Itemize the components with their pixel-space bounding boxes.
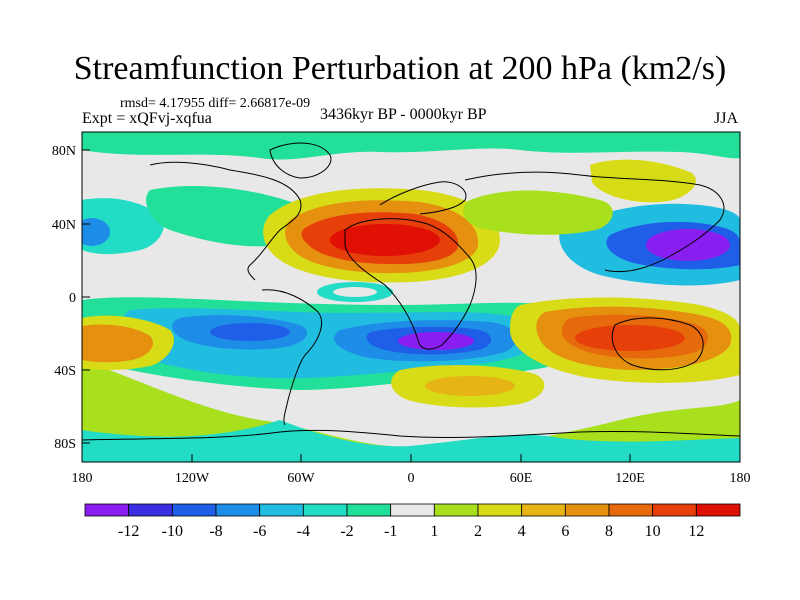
colorbar-label: 4 xyxy=(518,523,526,540)
colorbar-label: -4 xyxy=(297,523,310,540)
lon-label: 120E xyxy=(615,471,645,486)
coast-europe xyxy=(379,181,467,215)
contour-yellow-central-asia xyxy=(463,190,613,235)
contour-neutral-ring-center xyxy=(333,287,377,297)
colorbar-label: 10 xyxy=(645,523,661,540)
lon-label: 180 xyxy=(730,471,751,486)
coast-antarctica xyxy=(82,429,740,441)
lat-label: 80S xyxy=(54,437,76,452)
lat-label: 40N xyxy=(52,218,76,233)
colorbar-label: -12 xyxy=(118,523,139,540)
lon-label: 0 xyxy=(408,471,415,486)
colorbar-swatch xyxy=(608,503,654,517)
coast-south-america xyxy=(261,289,322,426)
contour-low-n-pacific xyxy=(82,218,110,246)
colorbar-label: -8 xyxy=(209,523,222,540)
contour-field xyxy=(82,132,740,462)
colorbar-label: 12 xyxy=(688,523,704,540)
lon-label: 60W xyxy=(287,471,315,486)
colorbar: -12 -10 -8 -6 -4 -2 -1 1 2 4 6 8 10 12 xyxy=(84,503,741,540)
coastlines xyxy=(82,142,740,441)
colorbar-swatch xyxy=(433,503,479,517)
colorbar-swatch xyxy=(128,503,173,517)
latitude-axis: 80N 40N 0 40S 80S xyxy=(52,144,90,452)
colorbar-label: -6 xyxy=(253,523,266,540)
season-label: JJA xyxy=(714,110,739,127)
colorbar-swatch xyxy=(521,503,566,517)
longitude-axis: 180 120W 60W 0 60E 120E 180 xyxy=(72,454,751,486)
lon-label: 180 xyxy=(72,471,93,486)
colorbar-label: -1 xyxy=(384,523,397,540)
rmsd-stats: rmsd= 4.17955 diff= 2.66817e-09 xyxy=(120,96,311,111)
colorbar-swatch xyxy=(302,503,348,517)
contour-yellow-ne-asia xyxy=(590,159,696,203)
map-title: Streamfunction Perturbation at 200 hPa (… xyxy=(73,50,727,87)
colorbar-swatch xyxy=(259,503,304,517)
contour-orange-se-pacific xyxy=(82,324,154,363)
contour-low-south-america xyxy=(210,323,290,341)
coast-africa xyxy=(344,218,477,350)
lon-label: 60E xyxy=(510,471,533,486)
lat-label: 0 xyxy=(69,291,76,306)
lat-label: 80N xyxy=(52,144,76,159)
contour-cyan-south xyxy=(82,420,740,462)
colorbar-swatch xyxy=(477,503,523,517)
colorbar-label: -10 xyxy=(162,523,183,540)
experiment-label: Expt = xQFvj-xqfua xyxy=(82,110,212,127)
colorbar-swatch xyxy=(84,503,130,517)
colorbar-swatch xyxy=(171,503,217,517)
coast-greenland xyxy=(269,142,332,179)
colorbar-swatch xyxy=(390,503,435,517)
colorbar-label: 1 xyxy=(430,523,438,540)
lon-label: 120W xyxy=(175,471,210,486)
colorbar-label: 6 xyxy=(561,523,569,540)
colorbar-label: 8 xyxy=(605,523,613,540)
lat-label: 40S xyxy=(54,364,76,379)
colorbar-swatch xyxy=(564,503,610,517)
colorbar-label: -2 xyxy=(340,523,353,540)
contour-low-south-africa xyxy=(398,332,474,350)
contour-green-arctic xyxy=(82,132,740,160)
contour-high-n-africa xyxy=(330,224,440,256)
colorbar-swatch xyxy=(652,503,697,517)
coast-north-america xyxy=(149,161,302,281)
colorbar-swatch xyxy=(215,503,261,517)
contour-high-australia xyxy=(575,325,685,351)
period-label: 3436kyr BP - 0000kyr BP xyxy=(320,106,487,123)
colorbar-swatch xyxy=(346,503,392,517)
coast-australia xyxy=(611,317,704,371)
coast-eurasia xyxy=(464,171,725,273)
contour-orange-s-atlantic xyxy=(425,376,515,396)
colorbar-label: 2 xyxy=(474,523,482,540)
colorbar-swatch xyxy=(695,503,741,517)
